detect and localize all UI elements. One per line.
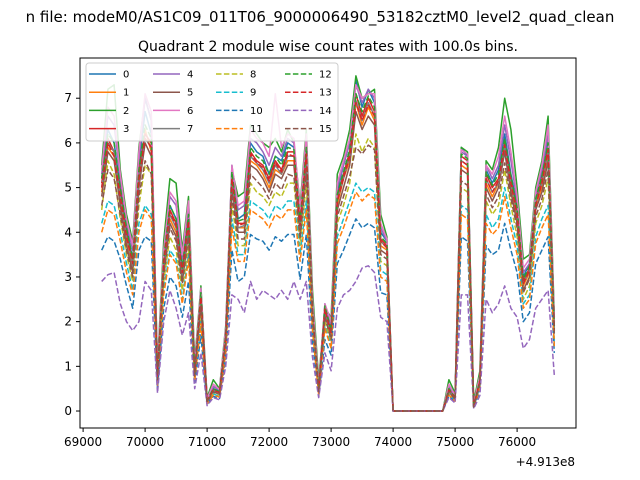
legend-box — [85, 62, 339, 142]
y-tick-label: 1 — [64, 359, 72, 373]
legend-label-10: 10 — [250, 106, 263, 117]
plot-area — [79, 57, 577, 429]
legend-label-9: 9 — [250, 88, 256, 99]
series-line-12 — [100, 93, 556, 412]
x-tick-label: 72000 — [250, 435, 288, 449]
y-tick-label: 7 — [64, 91, 72, 105]
y-tick-label: 3 — [64, 270, 72, 284]
legend-label-7: 7 — [187, 124, 193, 135]
legend-label-3: 3 — [123, 124, 129, 135]
y-tick-label: 0 — [64, 404, 72, 418]
series-line-14 — [101, 265, 556, 412]
x-tick-label: 69000 — [64, 435, 102, 449]
series-line-15 — [100, 144, 556, 412]
x-tick-label: 76000 — [498, 435, 536, 449]
legend-label-14: 14 — [319, 106, 332, 117]
x-axis: 69000 70000 71000 72000 73000 74000 75000 76000 — [64, 428, 536, 449]
x-tick-label: 70000 — [126, 435, 164, 449]
series-layer — [100, 75, 556, 412]
x-tick-label: 74000 — [374, 435, 412, 449]
legend-label-15: 15 — [319, 124, 332, 135]
legend-label-11: 11 — [250, 124, 263, 135]
axes-frame — [79, 57, 577, 429]
x-tick-label: 71000 — [188, 435, 226, 449]
legend-label-0: 0 — [123, 70, 129, 81]
legend-label-12: 12 — [319, 70, 332, 81]
y-tick-label: 2 — [64, 315, 72, 329]
series-line-10 — [101, 218, 556, 412]
x-tick-label: 73000 — [312, 435, 350, 449]
x-axis-offset-label: +4.913e8 — [516, 455, 575, 469]
legend-label-8: 8 — [250, 70, 256, 81]
y-tick-label: 4 — [64, 225, 72, 239]
series-line-11 — [100, 191, 556, 412]
figure-suptitle: n file: modeM0/AS1C09_011T06_9000006490_… — [26, 8, 615, 27]
legend-label-2: 2 — [123, 106, 129, 117]
legend-label-4: 4 — [187, 70, 193, 81]
x-tick-label: 75000 — [436, 435, 474, 449]
legend-label-13: 13 — [319, 88, 332, 99]
legend-label-5: 5 — [187, 88, 193, 99]
series-line-6 — [100, 84, 556, 412]
y-tick-label: 5 — [64, 181, 72, 195]
legend-label-1: 1 — [123, 88, 129, 99]
y-axis: 0 1 2 3 4 5 6 7 — [64, 91, 80, 418]
legend-label-6: 6 — [187, 106, 193, 117]
y-tick-label: 6 — [64, 136, 72, 150]
chart-title: Quadrant 2 module wise count rates with … — [138, 39, 518, 55]
